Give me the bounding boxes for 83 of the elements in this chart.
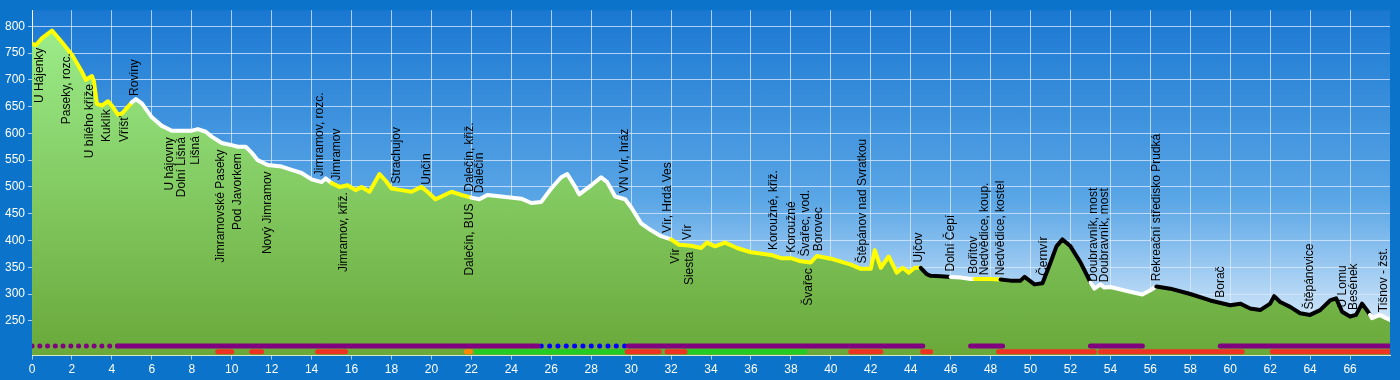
annotation: Nedvědice, kostel <box>992 180 1007 276</box>
x-tick-label: 46 <box>943 362 958 377</box>
x-tick-label: 38 <box>784 362 798 377</box>
x-tick-label: 4 <box>108 362 116 377</box>
y-tick-label: 700 <box>4 72 26 87</box>
x-tick-label: 2 <box>68 362 76 377</box>
y-tick-label: 800 <box>4 18 26 33</box>
annotation: U bílého kříže <box>82 83 97 159</box>
annotation: Štěpánov nad Svratkou <box>854 138 870 264</box>
x-tick-label: 30 <box>624 362 639 377</box>
x-tick-label: 14 <box>304 362 319 377</box>
annotation: Kuklík <box>99 108 114 142</box>
x-tick-label: 12 <box>264 362 279 377</box>
x-tick-label: 18 <box>384 362 399 377</box>
annotation: Roviny <box>127 59 142 96</box>
x-tick-label: 58 <box>1183 362 1198 377</box>
x-tick-label: 48 <box>983 362 998 377</box>
annotation: Borač <box>1212 266 1227 298</box>
x-tick-label: 8 <box>188 362 196 377</box>
x-tick-label: 0 <box>28 362 36 377</box>
annotation: Dalečín, BUS <box>461 203 476 276</box>
y-tick-label: 500 <box>4 179 26 194</box>
annotation: Jimramov, rozc. <box>311 92 326 177</box>
x-tick-label: 34 <box>704 362 718 377</box>
annotation: Dolní Lišná <box>174 136 189 198</box>
annotation: Unčín <box>418 153 433 185</box>
annotation: Štěpánovice <box>1301 243 1317 310</box>
annotation: Tišnov - žst. <box>1376 247 1391 313</box>
x-tick-label: 66 <box>1343 362 1358 377</box>
annotation: Vříšť <box>117 115 132 143</box>
annotation: Rekreační středisko Prudká <box>1148 133 1163 282</box>
x-tick-label: 28 <box>584 362 599 377</box>
annotation: Strachujov <box>388 127 403 184</box>
y-tick-label: 600 <box>4 125 26 140</box>
x-tick-label: 16 <box>344 362 359 377</box>
annotation: U hájovny <box>162 137 177 191</box>
annotation: Koroužné <box>784 201 799 253</box>
y-tick-label: 750 <box>4 45 26 60</box>
y-tick-label: 250 <box>4 313 26 328</box>
x-tick-label: 54 <box>1103 362 1118 377</box>
x-tick-label: 42 <box>864 362 878 377</box>
x-tick-label: 24 <box>504 362 519 377</box>
y-tick-label: 450 <box>4 206 26 220</box>
y-tick-label: 650 <box>4 98 26 113</box>
x-tick-label: 50 <box>1023 362 1038 377</box>
annotation: Besének <box>1346 262 1361 311</box>
y-tick-label: 300 <box>4 286 26 301</box>
x-tick-label: 44 <box>904 362 918 377</box>
x-tick-label: 22 <box>464 362 479 377</box>
annotation: Siesta <box>682 251 697 286</box>
annotation: U Hájenky <box>32 47 47 104</box>
x-tick-label: 26 <box>544 362 559 377</box>
annotation: Švařec, vod. <box>797 189 813 257</box>
annotation: Ujčov <box>911 232 926 263</box>
x-tick-label: 60 <box>1223 362 1238 377</box>
annotation: Dolní Čepí <box>941 214 957 272</box>
x-tick-label: 6 <box>148 362 156 377</box>
annotation: Jimramov, křiž. <box>335 192 350 273</box>
annotation: Koroužné, křiž. <box>766 170 781 251</box>
x-tick-label: 32 <box>664 362 679 377</box>
annotation: Paseky, rozc. <box>59 53 74 125</box>
x-tick-label: 62 <box>1263 362 1278 377</box>
annotation: Vír <box>668 248 683 264</box>
annotation: Jimramov <box>328 128 343 181</box>
x-tick-label: 64 <box>1303 362 1318 377</box>
x-tick-label: 56 <box>1143 362 1158 377</box>
annotation: Pod Javorkem <box>230 153 245 230</box>
x-tick-label: 52 <box>1063 362 1078 377</box>
annotation: Jimramovské Paseky <box>213 149 228 263</box>
annotation: Nový Jimramov <box>259 171 274 255</box>
annotation: Vír, Hrdá Ves <box>660 162 675 233</box>
x-tick-label: 10 <box>225 362 239 377</box>
x-tick-label: 36 <box>744 362 758 377</box>
y-tick-label: 350 <box>4 259 26 274</box>
annotation: VN Vír, hráz <box>617 128 632 194</box>
x-tick-label: 20 <box>424 362 439 377</box>
y-tick-label: 550 <box>4 152 26 167</box>
annotation: Lišná <box>188 135 203 165</box>
annotation: Švařec <box>800 268 816 306</box>
y-tick-label: 400 <box>4 232 26 247</box>
annotation: Borovec <box>811 207 826 252</box>
x-tick-label: 40 <box>824 362 838 377</box>
annotation: Vír <box>680 224 695 240</box>
